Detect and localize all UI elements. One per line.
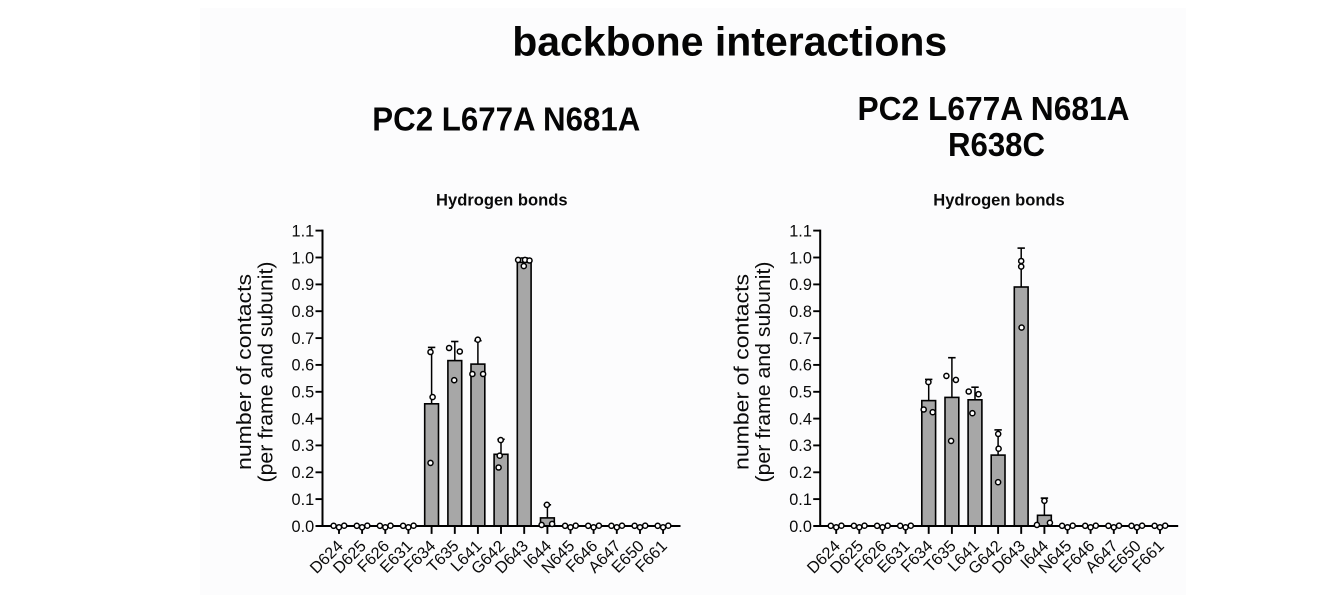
svg-text:1.0: 1.0: [789, 249, 812, 267]
svg-text:0.1: 0.1: [789, 491, 812, 509]
svg-text:0.6: 0.6: [789, 357, 812, 375]
svg-text:0.9: 0.9: [292, 276, 315, 294]
svg-text:0.2: 0.2: [292, 464, 315, 482]
svg-text:0.0: 0.0: [789, 518, 812, 536]
svg-text:0.3: 0.3: [292, 437, 315, 455]
svg-text:Hydrogen bonds: Hydrogen bonds: [933, 192, 1065, 210]
svg-text:0.4: 0.4: [789, 410, 812, 428]
svg-text:1.1: 1.1: [789, 222, 812, 240]
svg-text:0.7: 0.7: [292, 330, 315, 348]
svg-text:0.4: 0.4: [292, 410, 315, 428]
svg-text:number of contacts(per frame a: number of contacts(per frame and subunit…: [732, 262, 776, 483]
svg-text:PC2 L677A N681A: PC2 L677A N681A: [372, 101, 640, 138]
svg-text:PC2 L677A N681A: PC2 L677A N681A: [858, 90, 1130, 127]
svg-text:Hydrogen bonds: Hydrogen bonds: [436, 191, 568, 209]
svg-text:0.2: 0.2: [789, 464, 812, 482]
svg-text:0.0: 0.0: [292, 518, 315, 536]
svg-text:0.6: 0.6: [292, 357, 315, 375]
svg-text:R638C: R638C: [948, 126, 1045, 163]
svg-text:1.1: 1.1: [292, 222, 315, 240]
svg-text:0.8: 0.8: [789, 303, 812, 321]
svg-text:1.0: 1.0: [292, 249, 315, 267]
svg-text:0.7: 0.7: [789, 330, 812, 348]
svg-text:0.9: 0.9: [789, 276, 812, 294]
svg-text:number of contacts(per frame a: number of contacts(per frame and subunit…: [234, 262, 278, 483]
svg-text:0.5: 0.5: [292, 384, 315, 402]
svg-text:backbone interactions: backbone interactions: [512, 19, 947, 65]
svg-text:0.8: 0.8: [292, 303, 315, 321]
svg-text:0.3: 0.3: [789, 437, 812, 455]
svg-text:0.1: 0.1: [292, 491, 315, 509]
svg-text:0.5: 0.5: [789, 384, 812, 402]
